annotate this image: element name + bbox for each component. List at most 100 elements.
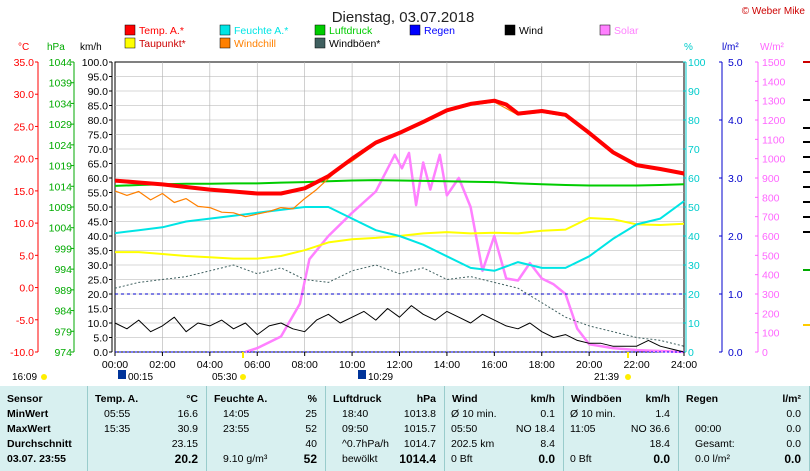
rain-axis-tick: 2.0 xyxy=(728,231,743,243)
sun-icon xyxy=(41,374,47,380)
legend-label-6: Taupunkt* xyxy=(139,38,186,50)
row-label: 03.07. 23:55 xyxy=(7,453,66,465)
table-row: 52 xyxy=(207,452,325,467)
solar-axis-tick: 0 xyxy=(762,347,768,359)
table-cell: Ø 10 min. xyxy=(451,408,497,420)
humidity-unit-label: % xyxy=(684,42,693,53)
table-value: 0.0 xyxy=(538,452,555,466)
series-line-solar xyxy=(245,151,685,354)
table-value: 1.4 xyxy=(655,408,670,420)
table-row: 1014.7 xyxy=(326,437,444,452)
temp-axis-tick: 20.0 xyxy=(14,154,35,166)
wind-axis-tick: 15.0 xyxy=(88,304,109,316)
temp-unit-label: °C xyxy=(18,42,29,53)
pressure-unit-label: hPa xyxy=(47,42,65,53)
legend-swatch xyxy=(219,24,231,36)
moonset-label: 10:29 xyxy=(368,372,393,383)
temp-axis-tick: 0.0 xyxy=(19,283,34,295)
side-marker xyxy=(803,201,810,203)
sun-marker xyxy=(242,352,244,358)
solar-axis-tick: 1500 xyxy=(762,57,786,69)
humidity-axis-tick: 40 xyxy=(688,231,700,243)
legend-swatch xyxy=(314,24,326,36)
row-label: MinWert xyxy=(7,408,49,420)
sunset-icon xyxy=(625,374,631,380)
time-tick-label: 02:00 xyxy=(149,359,175,371)
humidity-axis-tick: 10 xyxy=(688,318,700,330)
table-row: 25 xyxy=(207,407,325,422)
wind-axis-tick: 90.0 xyxy=(88,86,109,98)
table-row: 0.1 xyxy=(445,407,563,422)
table-value: 23.15 xyxy=(171,438,198,450)
table-row: 09:50 xyxy=(326,422,444,437)
table-row: Wind xyxy=(445,392,563,407)
chart-title: Dienstag, 03.07.2018 xyxy=(332,9,475,26)
rain-axis-tick: 3.0 xyxy=(728,173,743,185)
row-label: MaxWert xyxy=(7,423,51,435)
side-marker xyxy=(803,231,810,233)
table-row: MaxWert xyxy=(0,422,87,437)
table-cell: NO 18.4 xyxy=(515,423,555,435)
table-cell: 18:40 xyxy=(342,408,369,420)
solar-axis-tick: 600 xyxy=(762,231,780,243)
humidity-axis-tick: 50 xyxy=(688,202,700,214)
rain-axis-tick: 5.0 xyxy=(728,57,743,69)
table-value: 1014.7 xyxy=(403,438,436,450)
wind-axis-tick: 85.0 xyxy=(88,101,109,113)
table-row: 202.5 km xyxy=(445,437,563,452)
wind-axis-tick: 50.0 xyxy=(88,202,109,214)
humidity-axis-tick: 100 xyxy=(688,57,706,69)
table-row: 0.0 xyxy=(679,407,809,422)
table-header: Luftdruck xyxy=(333,393,382,405)
wind-axis-tick: 20.0 xyxy=(88,289,109,301)
stats-table: Sensor MinWert MaxWert Durchschnitt 03.07. 2… xyxy=(0,386,810,471)
solar-axis-tick: 1000 xyxy=(762,154,786,166)
rain-axis-tick: 4.0 xyxy=(728,115,743,127)
legend-swatch xyxy=(409,24,421,36)
table-column-luftdruck: Luftdruck hPa 18:40 1013.8 09:50 1015.7 ^0.7hP… xyxy=(326,386,445,471)
sunrise-label: 05:30 xyxy=(212,372,237,383)
table-row: 23.15 xyxy=(88,437,206,452)
table-cell: 00:00 xyxy=(695,423,722,435)
table-cell: 15:35 xyxy=(104,423,131,435)
table-row: 23:55 xyxy=(207,422,325,437)
solar-axis-tick: 1400 xyxy=(762,76,786,88)
table-value: 1015.7 xyxy=(403,423,436,435)
temp-axis-tick: -5.0 xyxy=(16,315,34,327)
table-cell: 11:05 xyxy=(570,423,596,435)
row-label: Durchschnitt xyxy=(7,438,72,450)
pressure-axis-tick: 1004 xyxy=(49,223,73,235)
table-cell: bewölkt xyxy=(342,453,378,465)
wind-axis-tick: 45.0 xyxy=(88,217,109,229)
table-value: 1014.4 xyxy=(399,452,436,466)
table-row: km/h xyxy=(564,392,678,407)
legend-swatch xyxy=(219,37,231,49)
wind-axis-tick: 75.0 xyxy=(88,130,109,142)
pressure-axis-tick: 1039 xyxy=(49,78,73,90)
table-row: MinWert xyxy=(0,407,87,422)
wind-axis-tick: 0.0 xyxy=(93,347,108,359)
table-row: °C xyxy=(88,392,206,407)
temp-axis-tick: 15.0 xyxy=(14,186,35,198)
side-marker xyxy=(803,269,810,271)
table-value: 8.4 xyxy=(540,438,555,450)
table-row: 40 xyxy=(207,437,325,452)
pressure-axis-tick: 994 xyxy=(54,264,72,276)
table-cell: 0.0 l/m² xyxy=(695,453,731,465)
time-tick-label: 14:00 xyxy=(434,359,460,371)
wind-axis-tick: 35.0 xyxy=(88,246,109,258)
pressure-axis-tick: 1034 xyxy=(49,98,73,110)
wind-unit-label: km/h xyxy=(80,42,102,53)
table-value: 0.1 xyxy=(540,408,555,420)
sun-marker xyxy=(627,352,629,358)
table-row: 52 xyxy=(207,422,325,437)
rain-axis-tick: 1.0 xyxy=(728,289,743,301)
humidity-axis-tick: 0 xyxy=(688,347,694,359)
table-unit: km/h xyxy=(645,393,670,405)
table-header: Windböen xyxy=(571,393,622,405)
table-row: 14:05 xyxy=(207,407,325,422)
pressure-axis-tick: 1019 xyxy=(49,161,73,173)
table-row: 18:40 xyxy=(326,407,444,422)
axes: 35.0 30.0 25.0 20.0 15.0 10.0 5.0 0.0 -5.0 -10.0 1… xyxy=(10,57,785,359)
solar-axis-tick: 900 xyxy=(762,173,780,185)
